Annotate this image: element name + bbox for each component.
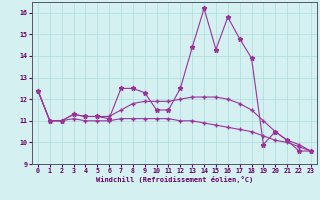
X-axis label: Windchill (Refroidissement éolien,°C): Windchill (Refroidissement éolien,°C): [96, 176, 253, 183]
